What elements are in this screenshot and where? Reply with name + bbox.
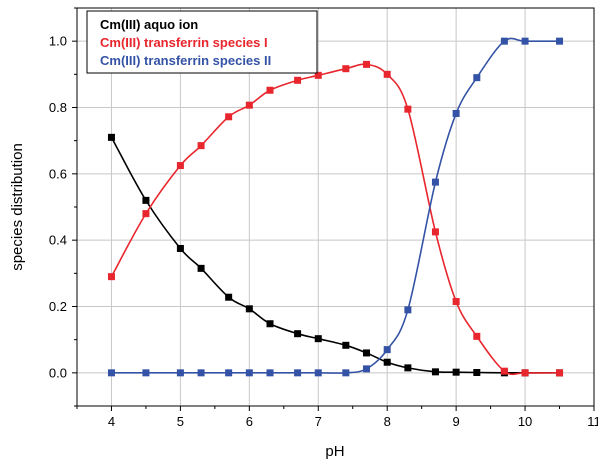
x-tick-label: 5 (177, 414, 184, 429)
legend-entry-transferrin-species-1: Cm(III) transferrin species I (100, 35, 268, 50)
data-point-aquo-ion (266, 320, 274, 328)
data-point-transferrin-species-1 (225, 113, 233, 121)
x-tick-label: 9 (453, 414, 460, 429)
data-point-transferrin-species-2 (431, 178, 439, 186)
x-tick-label: 6 (246, 414, 253, 429)
data-point-transferrin-species-1 (383, 70, 391, 78)
legend-box (86, 10, 318, 74)
data-point-transferrin-species-1 (452, 298, 460, 306)
data-point-aquo-ion (197, 264, 205, 272)
data-point-aquo-ion (363, 349, 371, 357)
tick-layer: 4 5 6 7 8 9 10 11 0.0 0.2 0.4 0.6 0.8 1.0 (49, 7, 598, 429)
legend-entry-transferrin-species-2: Cm(III) transferrin species II (100, 53, 271, 68)
y-tick-label: 1.0 (49, 34, 67, 49)
x-tick-label: 10 (518, 414, 532, 429)
series-line-transferrin-species-2 (111, 37, 560, 374)
data-point-aquo-ion (431, 368, 439, 376)
data-point-aquo-ion (245, 305, 253, 313)
data-point-transferrin-species-2 (500, 37, 508, 45)
data-point-transferrin-species-1 (176, 162, 184, 170)
data-point-transferrin-species-1 (342, 65, 350, 73)
data-point-transferrin-species-1 (294, 76, 302, 84)
data-point-transferrin-species-1 (266, 86, 274, 94)
data-point-aquo-ion (107, 133, 115, 141)
data-point-aquo-ion (404, 364, 412, 372)
data-point-transferrin-species-1 (556, 369, 564, 377)
x-tick-label: 7 (315, 414, 322, 429)
data-point-transferrin-species-2 (266, 369, 274, 377)
data-point-transferrin-species-2 (294, 369, 302, 377)
data-point-transferrin-species-2 (142, 369, 150, 377)
marker-layer (107, 37, 564, 377)
legend: Cm(III) aquo ion Cm(III) transferrin spec… (86, 10, 318, 74)
series-line-aquo-ion (110, 136, 560, 374)
data-point-aquo-ion (473, 369, 481, 377)
y-tick-label: 0.4 (49, 233, 67, 248)
data-point-transferrin-species-2 (342, 369, 350, 377)
data-point-aquo-ion (225, 293, 233, 301)
data-point-transferrin-species-1 (404, 105, 412, 113)
x-axis-label: pH (325, 443, 344, 460)
x-tick-label: 8 (384, 414, 391, 429)
data-point-transferrin-species-1 (473, 332, 481, 340)
y-tick-label: 0.6 (49, 166, 67, 181)
data-point-transferrin-species-1 (521, 369, 529, 377)
data-point-transferrin-species-2 (452, 109, 460, 117)
data-point-aquo-ion (176, 244, 184, 252)
data-point-aquo-ion (294, 330, 302, 338)
data-point-transferrin-species-1 (245, 101, 253, 109)
data-point-transferrin-species-2 (473, 74, 481, 82)
x-tick-label: 4 (108, 414, 115, 429)
y-tick-label: 0.0 (49, 365, 67, 380)
data-point-transferrin-species-1 (197, 142, 205, 150)
y-tick-label: 0.2 (49, 299, 67, 314)
data-point-transferrin-species-2 (225, 369, 233, 377)
data-point-transferrin-species-1 (142, 210, 150, 218)
curve-layer (110, 37, 560, 376)
data-point-transferrin-species-1 (363, 60, 371, 68)
legend-entry-aquo-ion: Cm(III) aquo ion (100, 17, 198, 32)
data-point-transferrin-species-2 (363, 365, 371, 373)
data-point-transferrin-species-2 (107, 369, 115, 377)
data-point-aquo-ion (314, 335, 322, 343)
data-point-transferrin-species-2 (404, 306, 412, 314)
y-tick-label: 0.8 (49, 100, 67, 115)
data-point-aquo-ion (452, 368, 460, 376)
data-point-transferrin-species-2 (383, 346, 391, 354)
data-point-transferrin-species-2 (314, 369, 322, 377)
data-point-transferrin-species-2 (245, 369, 253, 377)
data-point-transferrin-species-2 (176, 369, 184, 377)
data-point-aquo-ion (342, 341, 350, 349)
data-point-transferrin-species-2 (556, 37, 564, 45)
data-point-transferrin-species-1 (500, 367, 508, 375)
data-point-transferrin-species-1 (431, 228, 439, 236)
data-point-transferrin-species-2 (521, 37, 529, 45)
x-tick-label: 11 (587, 414, 598, 429)
series-line-transferrin-species-1 (110, 63, 560, 376)
data-point-transferrin-species-2 (197, 369, 205, 377)
data-point-aquo-ion (383, 358, 391, 366)
data-point-aquo-ion (142, 196, 150, 204)
data-point-transferrin-species-1 (107, 273, 115, 281)
y-axis-label: species distribution (9, 143, 26, 271)
data-point-transferrin-species-1 (314, 71, 322, 79)
